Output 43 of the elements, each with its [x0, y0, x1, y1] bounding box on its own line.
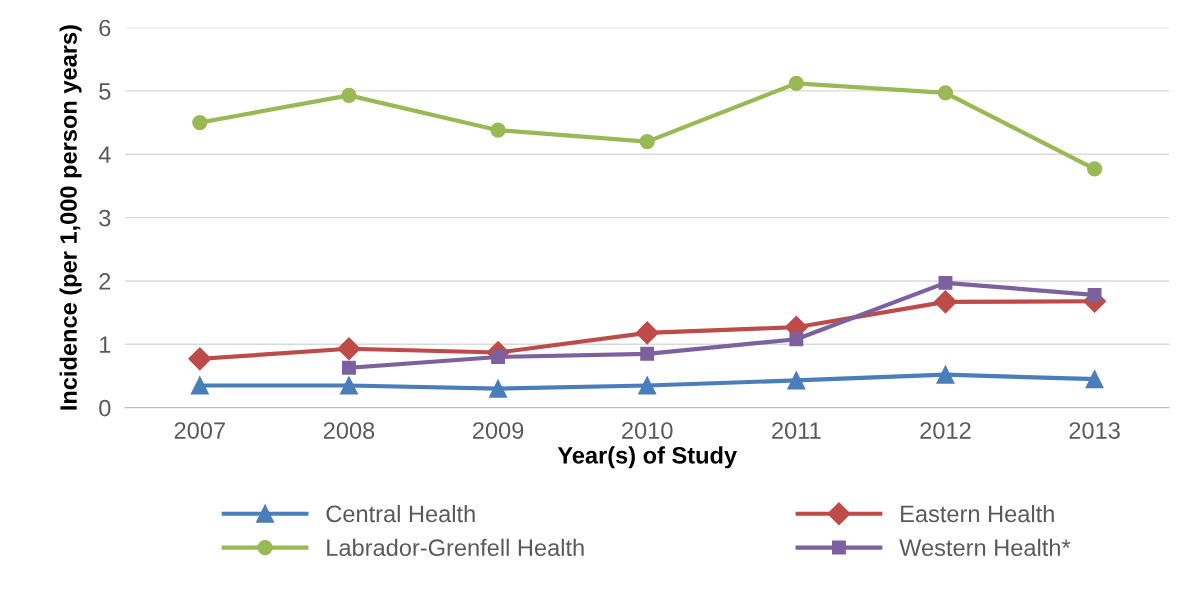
point — [490, 122, 506, 138]
point — [933, 290, 957, 314]
x-tick-label: 2012 — [920, 422, 971, 439]
point — [341, 87, 357, 104]
point — [342, 360, 356, 375]
x-tick-label: 2007 — [174, 422, 225, 439]
x-tick-label: 2010 — [622, 422, 673, 439]
point — [1087, 287, 1102, 302]
legend-label: Central Health — [326, 504, 475, 523]
point — [489, 379, 508, 398]
y-axis-title: Incidence (per 1,000 person years) — [59, 25, 82, 410]
x-axis-title: Year(s) of Study — [557, 446, 737, 469]
point — [190, 376, 209, 395]
point — [937, 85, 954, 101]
point — [640, 346, 655, 361]
point — [337, 337, 361, 361]
point — [938, 275, 953, 290]
legend-label: Labrador-Grenfell Health — [327, 538, 584, 557]
y-tick-label: 5 — [99, 83, 111, 100]
point — [635, 321, 659, 345]
y-tick-label: 1 — [100, 336, 111, 353]
x-tick-label: 2008 — [323, 422, 375, 439]
y-tick-label: 6 — [99, 19, 111, 37]
point — [192, 114, 208, 131]
point — [1086, 161, 1103, 177]
point — [638, 376, 657, 395]
point — [639, 133, 655, 150]
y-tick-label: 3 — [99, 209, 111, 227]
point — [789, 332, 804, 347]
x-tick-label: 2011 — [772, 422, 821, 439]
point — [188, 347, 212, 371]
point — [787, 371, 806, 390]
point — [339, 376, 358, 395]
point — [1085, 370, 1104, 389]
y-tick-label: 0 — [99, 399, 111, 417]
legend-label: Western Health* — [899, 538, 1071, 557]
x-tick-label: 2013 — [1069, 422, 1120, 439]
y-tick-label: 2 — [99, 273, 111, 290]
y-tick-label: 4 — [98, 146, 111, 163]
point — [788, 75, 804, 91]
point — [936, 365, 955, 384]
legend-label: Eastern Health — [901, 504, 1054, 523]
x-tick-label: 2009 — [473, 422, 524, 439]
